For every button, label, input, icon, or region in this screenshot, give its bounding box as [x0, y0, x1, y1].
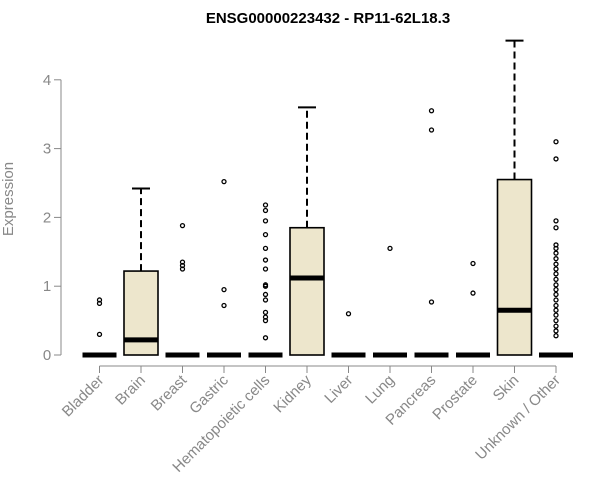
box-group: [539, 139, 573, 358]
outlier-point: [262, 245, 269, 252]
outlier-point: [553, 225, 559, 231]
y-tick-label: 2: [43, 209, 51, 226]
box-group: [331, 311, 366, 358]
box-group: [289, 106, 325, 356]
y-tick-label: 4: [43, 72, 51, 89]
outlier-point: [553, 218, 559, 224]
outlier-point: [221, 302, 227, 309]
box-group: [165, 223, 200, 358]
outlier-point: [553, 328, 559, 334]
outlier-point: [553, 276, 559, 282]
x-tick-label: Bladder: [59, 372, 108, 421]
outlier-point: [262, 282, 269, 288]
outlier-point: [179, 259, 186, 265]
outlier-point: [553, 271, 559, 277]
outlier-point: [553, 242, 559, 248]
outlier-point: [553, 286, 559, 293]
outlier-point: [428, 299, 435, 305]
outlier-point: [553, 282, 559, 288]
outlier-point: [262, 309, 269, 315]
y-axis: 0 1 2 3 4: [43, 72, 62, 364]
outlier-point: [262, 218, 269, 224]
chart-title: ENSG00000223432 - RP11-62L18.3: [206, 10, 450, 27]
box: [496, 178, 533, 356]
outlier-point: [553, 291, 559, 298]
outlier-point: [553, 256, 559, 262]
outlier-point: [262, 335, 269, 341]
box-group: [414, 108, 449, 358]
box-group: [82, 297, 117, 358]
outlier-point: [387, 245, 393, 252]
x-tick-label: Prostate: [429, 372, 481, 424]
outlier-point: [428, 108, 435, 114]
y-tick-label: 3: [43, 141, 51, 158]
outlier-point: [553, 302, 559, 309]
outlier-point: [553, 317, 559, 324]
outlier-point: [553, 261, 559, 267]
x-tick-label: Kidney: [270, 371, 315, 416]
box-group: [456, 260, 490, 358]
outlier-point: [553, 333, 559, 339]
outlier-point: [262, 266, 269, 272]
outlier-point: [262, 257, 269, 263]
outlier-point: [221, 178, 227, 185]
outlier-point: [262, 297, 269, 303]
outlier-point: [553, 156, 559, 162]
outlier-point: [553, 250, 559, 256]
outlier-point: [96, 297, 103, 303]
outlier-point: [553, 266, 559, 272]
box: [289, 226, 325, 356]
box: [123, 270, 159, 356]
outlier-point: [96, 331, 103, 338]
outlier-point: [262, 291, 269, 298]
x-tick-label: Brain: [112, 372, 149, 409]
x-tick-label: Skin: [490, 372, 523, 405]
outlier-point: [221, 286, 227, 293]
outlier-point: [262, 207, 269, 214]
outlier-point: [553, 312, 559, 318]
y-tick-label: 0: [43, 347, 51, 364]
y-axis-label: Expression: [0, 162, 17, 236]
outlier-point: [553, 307, 559, 313]
box-group: [248, 202, 283, 358]
x-tick-label: Lung: [362, 372, 398, 408]
outlier-point: [553, 139, 559, 145]
outlier-point: [553, 297, 559, 303]
x-tick-label: Liver: [321, 372, 356, 407]
plot-area: [82, 39, 573, 358]
box-group: [496, 39, 533, 356]
outlier-point: [553, 323, 559, 329]
outlier-point: [179, 223, 186, 229]
box-group: [207, 178, 241, 358]
outlier-point: [262, 314, 269, 320]
outlier-point: [428, 127, 435, 133]
box-group: [373, 245, 407, 358]
x-tick-label: Breast: [148, 371, 191, 414]
box-group: [123, 187, 159, 356]
outlier-point: [470, 260, 476, 267]
y-tick-label: 1: [43, 278, 51, 295]
outlier-point: [262, 202, 269, 208]
outlier-point: [262, 231, 269, 238]
outlier-point: [345, 311, 352, 317]
outlier-point: [470, 290, 476, 296]
